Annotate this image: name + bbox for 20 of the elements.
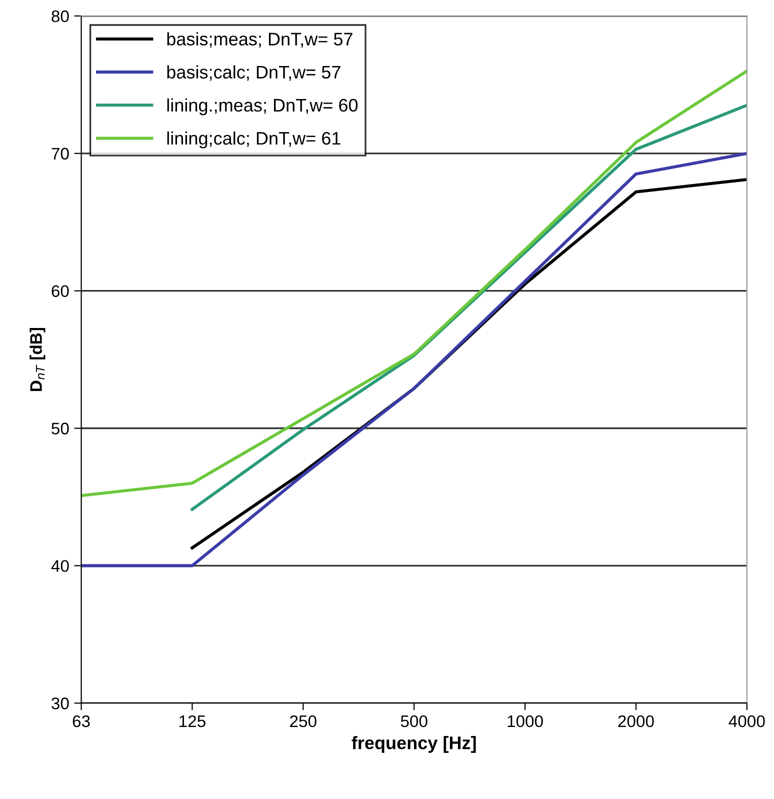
legend-label: basis;calc; DnT,w= 57	[167, 65, 340, 81]
x-axis-title: frequency [Hz]	[352, 736, 476, 753]
y-tick-label: 50	[52, 422, 69, 434]
y-tick-label: 70	[52, 148, 69, 160]
x-tick-label: 4000	[728, 715, 765, 728]
y-tick-label: 80	[52, 10, 69, 22]
y-axis-title: D$_{nT}$ [dB]	[30, 328, 46, 392]
x-tick-label: 125	[180, 715, 206, 728]
y-tick-label: 60	[52, 285, 69, 298]
x-tick-label: 500	[400, 715, 428, 728]
line-series	[81, 152, 747, 568]
y-tick-label: 40	[51, 560, 69, 572]
x-tick-label: 2000	[618, 715, 654, 728]
y-tick-label: 30	[52, 698, 69, 710]
legend-label: lining;calc; DnT,w= 61	[167, 131, 340, 148]
x-tick-label: 63	[72, 715, 90, 728]
x-tick-label: 1000	[508, 715, 543, 728]
legend-label: lining.;meas; DnT,w= 60	[167, 98, 358, 116]
legend-label: basis;meas; DnT,w= 57	[167, 32, 352, 48]
x-tick-label: 250	[290, 715, 316, 728]
